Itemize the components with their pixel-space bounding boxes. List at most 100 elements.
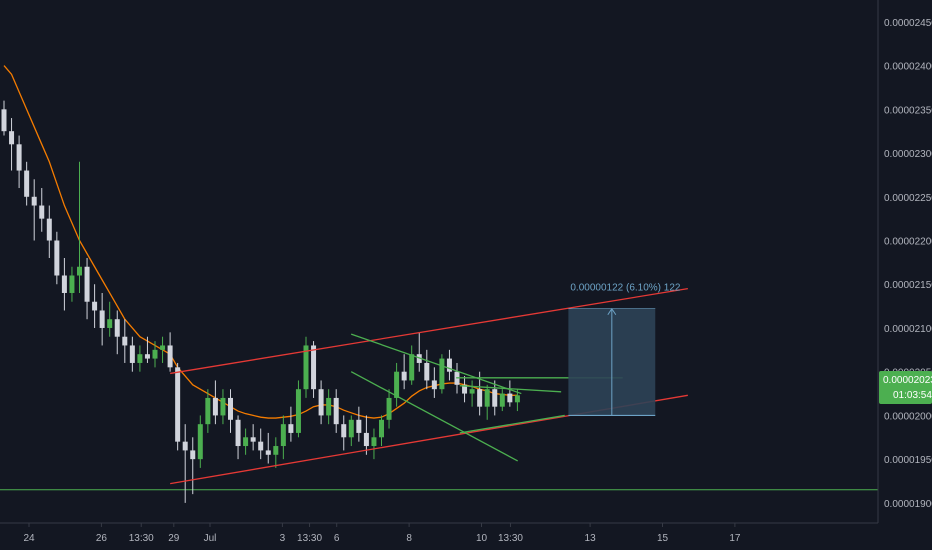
candle-body (439, 358, 445, 390)
candle-body (122, 336, 128, 346)
candle[interactable] (1, 100, 7, 136)
candle[interactable] (92, 284, 98, 328)
candle-body (182, 441, 188, 451)
time-tick-label: 6 (334, 533, 340, 544)
candle[interactable] (431, 367, 437, 398)
candle-body (394, 371, 400, 398)
candle-body (114, 319, 120, 337)
candle[interactable] (273, 437, 279, 468)
price-tick-label: 0.00002350 (884, 105, 932, 116)
candle[interactable] (220, 389, 226, 425)
candle[interactable] (122, 319, 128, 363)
candle-body (129, 345, 135, 363)
candle-body (303, 345, 309, 390)
candle[interactable] (77, 161, 82, 293)
candle[interactable] (416, 332, 422, 372)
candle[interactable] (144, 336, 150, 363)
candle-body (363, 432, 369, 447)
time-tick-label: 13:30 (498, 533, 523, 544)
candle[interactable] (137, 345, 143, 372)
candle[interactable] (152, 341, 158, 368)
candle[interactable] (250, 424, 256, 451)
candle[interactable] (9, 118, 15, 171)
candle-body (243, 437, 249, 447)
candle[interactable] (507, 380, 513, 407)
candle[interactable] (446, 349, 452, 381)
candle[interactable] (333, 389, 339, 433)
candle[interactable] (326, 389, 332, 425)
candle[interactable] (348, 415, 354, 447)
candle[interactable] (235, 415, 241, 460)
candle[interactable] (462, 376, 468, 403)
candle[interactable] (469, 380, 475, 407)
candle[interactable] (386, 389, 392, 429)
candle[interactable] (379, 415, 384, 447)
time-axis[interactable]: 24 26 13:30 29 Jul 3 13:30 6 8 10 13:30 13 15 17 (0, 522, 878, 544)
candle[interactable] (107, 301, 113, 337)
candle[interactable] (484, 384, 490, 420)
candle[interactable] (288, 406, 294, 442)
candle[interactable] (16, 135, 22, 189)
candle[interactable] (69, 266, 75, 302)
candle[interactable] (175, 362, 181, 451)
candle[interactable] (114, 310, 120, 355)
channel-upper-line[interactable] (170, 287, 688, 375)
candle[interactable] (280, 415, 286, 460)
candle-body (175, 367, 181, 442)
candle[interactable] (363, 415, 369, 455)
candle[interactable] (182, 424, 188, 503)
wedge-lower-line[interactable] (459, 414, 565, 434)
candle[interactable] (160, 336, 166, 363)
candle[interactable] (99, 292, 105, 346)
candle[interactable] (228, 389, 233, 433)
candle[interactable] (341, 415, 347, 451)
measure-tool[interactable]: 0.00000122 (6.10%) 122 (568, 283, 681, 417)
candle[interactable] (439, 354, 445, 394)
candle[interactable] (318, 380, 324, 425)
candle-body (462, 384, 468, 394)
candle[interactable] (31, 179, 37, 241)
candle-body (318, 389, 324, 416)
candle[interactable] (129, 336, 135, 372)
candle[interactable] (243, 428, 249, 455)
candle[interactable] (265, 432, 271, 464)
candle[interactable] (409, 345, 415, 385)
candle[interactable] (401, 354, 407, 390)
time-tick-label: Jul (204, 533, 217, 544)
candle[interactable] (205, 389, 211, 433)
candle-body (77, 266, 82, 276)
wedge-upper-line[interactable] (459, 385, 562, 393)
candle[interactable] (54, 231, 60, 285)
price-axis[interactable]: 0.000019000.000019500.000020000.00002050… (877, 0, 932, 523)
candle[interactable] (303, 336, 309, 398)
candle[interactable] (46, 205, 52, 259)
candle[interactable] (356, 406, 362, 442)
candle[interactable] (212, 380, 218, 425)
candle[interactable] (492, 380, 498, 416)
candle[interactable] (371, 428, 377, 460)
candle[interactable] (499, 389, 505, 412)
candle[interactable] (190, 437, 196, 495)
candle[interactable] (424, 349, 430, 390)
flag-upper-line[interactable] (350, 333, 522, 395)
candle-body (31, 196, 37, 206)
time-tick-label: 15 (657, 533, 669, 544)
flag-lower-line[interactable] (350, 371, 519, 462)
candle[interactable] (295, 380, 301, 438)
candles-layer[interactable] (1, 100, 520, 503)
candle-body (69, 275, 75, 293)
candle[interactable] (61, 258, 67, 311)
candle[interactable] (39, 188, 45, 232)
candle-body (99, 310, 105, 328)
time-tick-label: 24 (23, 533, 35, 544)
candle[interactable] (394, 362, 400, 407)
candle[interactable] (197, 415, 203, 468)
candle-body (61, 275, 67, 293)
candle-body (92, 301, 98, 311)
candle[interactable] (24, 161, 30, 206)
candle[interactable] (167, 332, 173, 372)
candle-body (54, 240, 60, 276)
candle[interactable] (258, 428, 264, 460)
candle[interactable] (84, 258, 90, 320)
